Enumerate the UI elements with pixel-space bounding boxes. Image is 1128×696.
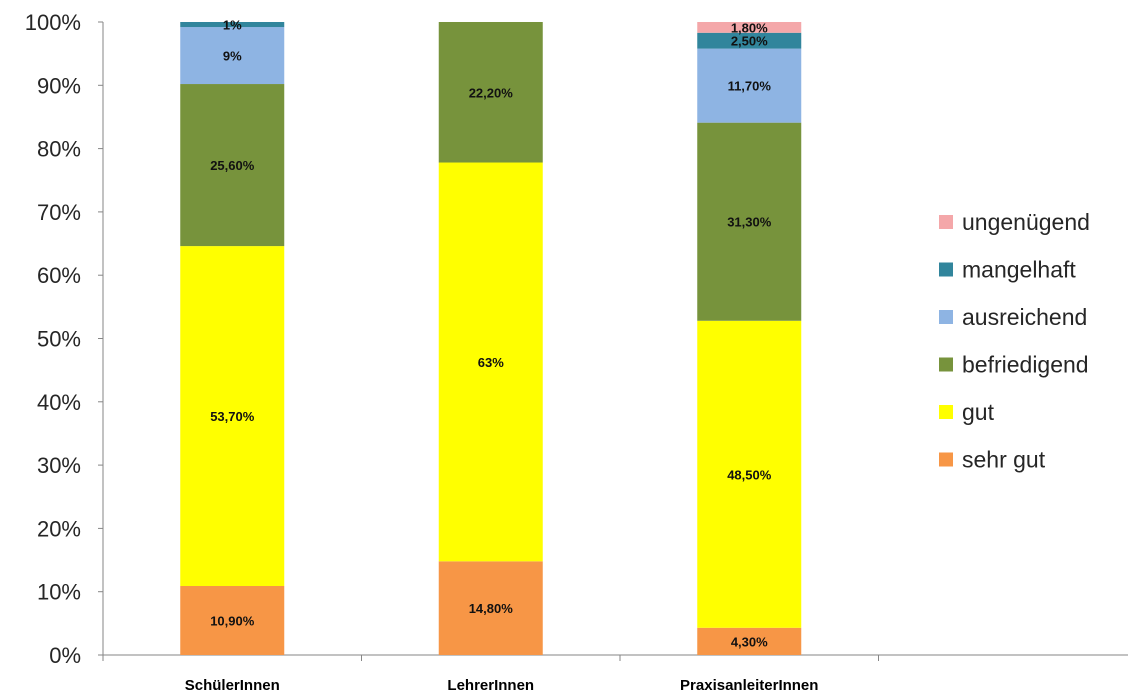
- bar-segment: [180, 27, 285, 85]
- data-label: 2,50%: [731, 34, 768, 49]
- x-category-label: LehrerInnen: [447, 677, 534, 694]
- data-label: 53,70%: [210, 409, 255, 424]
- legend-swatch: [939, 215, 953, 229]
- bar-segment: [438, 561, 543, 655]
- legend-swatch: [939, 357, 953, 372]
- data-label: 25,60%: [210, 158, 255, 173]
- legend-swatch: [939, 452, 953, 467]
- legend-label: befriedigend: [962, 352, 1089, 378]
- legend-label: gut: [962, 399, 995, 425]
- category-labels: SchülerInnen LehrerInnen PraxisanleiterInn…: [185, 677, 819, 694]
- x-category-label: SchülerInnen: [185, 677, 280, 694]
- legend: ungenügend mangelhaft ausreichend befriedig…: [939, 209, 1090, 473]
- data-label: 1,80%: [731, 20, 768, 35]
- y-tick-label: 10%: [37, 580, 81, 605]
- bar-segment: [697, 32, 802, 49]
- y-tick-label: 0%: [49, 643, 81, 668]
- bar-segment: [697, 22, 802, 33]
- data-labels: 10,90% 53,70% 25,60% 9% 1% 14,80% 63% 22,20% 4,3…: [210, 18, 772, 650]
- data-label: 14,80%: [469, 601, 514, 616]
- legend-label: ungenügend: [962, 209, 1090, 235]
- y-tick-label: 40%: [37, 390, 81, 415]
- data-label: 63%: [478, 355, 504, 370]
- x-axis: [102, 654, 1128, 661]
- data-label: 22,20%: [469, 85, 514, 100]
- y-tick-label: 20%: [37, 516, 81, 541]
- y-tick-label: 60%: [37, 263, 81, 288]
- data-label: 9%: [223, 49, 242, 64]
- bar-segment: [180, 586, 285, 655]
- y-tick-label: 90%: [37, 73, 81, 98]
- legend-swatch: [939, 310, 953, 324]
- bar-segment: [180, 246, 285, 587]
- y-tick-label: 100%: [25, 10, 81, 35]
- bars: [180, 22, 802, 655]
- legend-swatch: [939, 405, 953, 419]
- bar-segment: [697, 122, 802, 321]
- bar-segment: [180, 84, 285, 247]
- y-tick-label: 80%: [37, 137, 81, 162]
- bar-segment: [697, 627, 802, 655]
- legend-label: ausreichend: [962, 304, 1087, 330]
- data-label: 1%: [223, 18, 242, 33]
- legend-label: sehr gut: [962, 447, 1046, 473]
- y-tick-label: 70%: [37, 200, 81, 225]
- bar-segment: [438, 162, 543, 562]
- y-tick-label: 50%: [37, 327, 81, 352]
- bar-segment: [697, 320, 802, 628]
- data-label: 11,70%: [728, 79, 772, 94]
- legend-swatch: [939, 262, 953, 277]
- y-axis: 0% 10% 20% 30% 40% 50% 60% 70% 80% 90% 100%: [25, 10, 104, 668]
- data-label: 10,90%: [210, 614, 255, 629]
- data-label: 48,50%: [727, 467, 772, 482]
- bar-segment: [697, 48, 802, 123]
- y-tick-label: 30%: [37, 453, 81, 478]
- data-label: 31,30%: [727, 215, 772, 230]
- x-category-label: PraxisanleiterInnen: [680, 677, 818, 694]
- bar-segment: [438, 22, 543, 163]
- data-label: 4,30%: [731, 634, 768, 649]
- legend-label: mangelhaft: [962, 257, 1076, 283]
- bar-segment: [180, 22, 285, 28]
